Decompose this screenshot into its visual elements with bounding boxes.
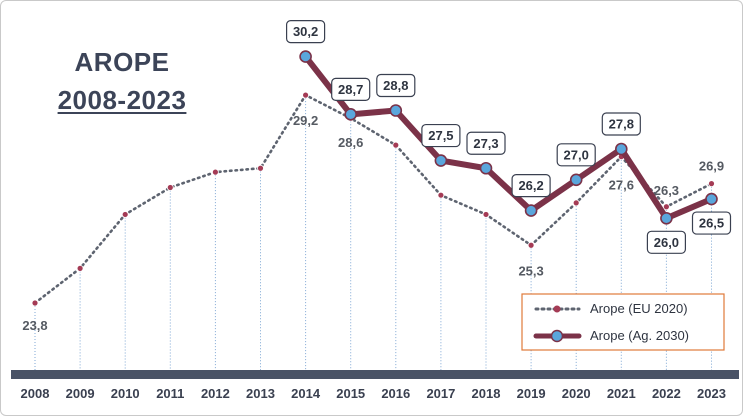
eu-label-2014: 29,2 <box>293 113 318 128</box>
ag-label-box-2020 <box>556 143 596 167</box>
legend-ag-label: Arope (Ag. 2030) <box>590 328 689 343</box>
x-tick-2018: 2018 <box>472 386 501 401</box>
eu-point-2013 <box>257 164 264 172</box>
x-tick-2020: 2020 <box>562 386 591 401</box>
ag-point-2019 <box>524 204 538 217</box>
ag-label-box-2015 <box>331 77 371 101</box>
x-tick-labels: 2008 2009 2010 2011 2012 2013 2014 2015 2016 2017… <box>21 386 726 401</box>
ag-label-2021: 27,8 <box>601 112 641 136</box>
ag-label-2017: 27,5 <box>421 123 461 148</box>
x-tick-2008: 2008 <box>21 386 50 401</box>
ag-label-2023: 26,5 <box>691 211 732 235</box>
eu-label-2008: 23,8 <box>22 318 47 333</box>
x-tick-2014: 2014 <box>291 386 321 401</box>
ag-label-box-2017 <box>421 123 461 148</box>
ag-label-box-2016 <box>376 73 416 98</box>
eu-point-2010 <box>121 211 129 218</box>
legend-eu-marker <box>553 305 561 313</box>
ag-point-2020 <box>569 173 583 187</box>
ag-label-text-2015: 28,7 <box>338 82 363 97</box>
x-tick-2010: 2010 <box>111 386 140 401</box>
x-tick-2013: 2013 <box>246 386 275 401</box>
x-tick-2022: 2022 <box>652 386 681 401</box>
x-tick-2015: 2015 <box>336 386 365 401</box>
x-tick-2021: 2021 <box>607 386 636 401</box>
eu-point-2017 <box>437 191 445 199</box>
ag-label-box-2018 <box>466 131 506 155</box>
ag-point-2023 <box>705 192 718 206</box>
ag-label-2020: 27,0 <box>556 143 596 167</box>
ag-label-text-2017: 27,5 <box>428 128 453 143</box>
ag-label-text-2016: 28,8 <box>383 78 408 93</box>
eu-label-2023: 26,9 <box>699 159 724 174</box>
ag-label-2014: 30,2 <box>286 20 326 44</box>
eu-point-2023 <box>708 180 715 188</box>
eu-label-2015: 28,6 <box>338 135 363 150</box>
ag-label-text-2020: 27,0 <box>564 147 589 162</box>
series-eu-2020: 23,8 29,2 28,6 25,3 27,6 26,3 26,9 <box>22 91 724 333</box>
ag-point-2021 <box>614 142 628 156</box>
chart-subtitle: 2008-2023 <box>57 85 187 115</box>
chart-title: AROPE <box>74 47 170 77</box>
ag-label-box-2014 <box>286 20 326 44</box>
ag-label-box-2022 <box>646 230 687 254</box>
legend: Arope (EU 2020) Arope (Ag. 2030) <box>521 293 725 351</box>
eu-point-2022 <box>663 203 670 211</box>
eu-point-2020 <box>572 199 580 207</box>
x-tick-2016: 2016 <box>381 386 410 401</box>
ag-label-text-2014: 30,2 <box>293 24 318 39</box>
ag-label-2016: 28,8 <box>376 73 416 98</box>
series-ag-2030: 30,2 28,7 28,8 27,5 27,3 26,2 27,0 27,8 26,0 26,5 <box>286 20 732 254</box>
eu-point-2008 <box>31 299 39 307</box>
ag-label-text-2018: 27,3 <box>473 136 498 151</box>
eu-point-2011 <box>166 184 174 191</box>
ag-label-2022: 26,0 <box>646 230 687 254</box>
eu-point-2009 <box>76 264 84 272</box>
x-tick-2011: 2011 <box>156 386 184 401</box>
ag-point-2017 <box>434 154 448 167</box>
eu-label-2021: 27,6 <box>609 178 634 193</box>
eu-point-2016 <box>392 141 400 149</box>
x-tick-2017: 2017 <box>426 386 455 401</box>
ag-label-box-2023 <box>691 211 732 235</box>
ag-point-2015 <box>344 108 358 121</box>
ag-label-2018: 27,3 <box>466 131 506 155</box>
x-tick-2009: 2009 <box>66 386 95 401</box>
ag-point-2014 <box>299 50 312 63</box>
ag-label-text-2023: 26,5 <box>699 216 724 231</box>
eu-point-2019 <box>527 241 535 249</box>
eu-point-2014 <box>302 91 310 99</box>
ag-label-text-2022: 26,0 <box>654 235 679 250</box>
ag-label-box-2019 <box>511 174 551 198</box>
ag-label-2019: 26,2 <box>511 174 551 198</box>
x-tick-2019: 2019 <box>517 386 546 401</box>
ag-label-text-2021: 27,8 <box>609 117 634 132</box>
legend-eu-label: Arope (EU 2020) <box>590 301 688 316</box>
x-tick-2012: 2012 <box>201 386 230 401</box>
ag-line <box>302 53 715 222</box>
x-axis-bar <box>11 370 739 379</box>
ag-point-2022 <box>660 212 673 225</box>
eu-point-2012 <box>211 168 219 176</box>
eu-point-2018 <box>482 211 490 218</box>
ag-label-2015: 28,7 <box>331 77 371 101</box>
ag-label-box-2021 <box>601 112 641 136</box>
legend-ag-marker <box>550 329 564 343</box>
ag-label-text-2019: 26,2 <box>518 178 543 193</box>
ag-point-2018 <box>479 161 493 175</box>
ag-point-2016 <box>389 104 403 117</box>
eu-label-2019: 25,3 <box>518 263 543 278</box>
eu-label-2022: 26,3 <box>654 183 679 198</box>
x-tick-2023: 2023 <box>697 386 726 401</box>
eu-line <box>33 93 713 305</box>
